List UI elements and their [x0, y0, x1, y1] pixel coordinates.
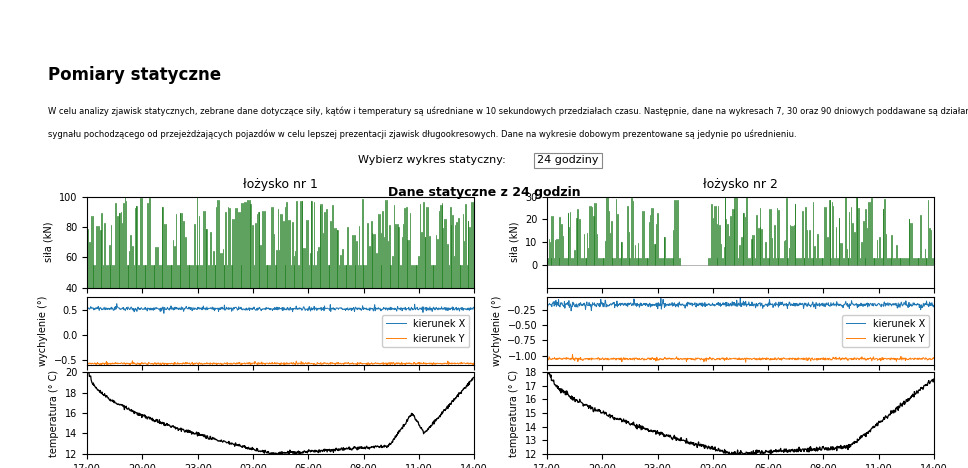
kierunek Y — [243, 360, 255, 366]
Y-axis label: siła (kN): siła (kN) — [509, 222, 519, 263]
kierunek Y — [703, 356, 714, 362]
kierunek Y — [740, 359, 751, 365]
Line: kierunek X: kierunek X — [547, 296, 934, 311]
kierunek X — [95, 305, 106, 311]
Text: W celu analizy zjawisk statycznych, zebrane dane dotyczące siły, kątów i tempera: W celu analizy zjawisk statycznych, zebr… — [48, 106, 968, 116]
kierunek Y — [855, 355, 866, 361]
Y-axis label: temperatura (° C): temperatura (° C) — [509, 369, 519, 457]
kierunek X — [395, 305, 407, 311]
kierunek X — [855, 303, 866, 308]
Text: Status systemu: Status systemu — [165, 10, 261, 23]
Title: łożysko nr 1: łożysko nr 1 — [243, 178, 318, 191]
Text: Pomiary statyczne: Pomiary statyczne — [290, 10, 406, 23]
kierunek Y — [682, 356, 694, 362]
kierunek X — [555, 300, 566, 306]
Text: sygnału pochodzącego od przejeżdżających pojazdów w celu lepszej prezentacji zja: sygnału pochodzącego od przejeżdżających… — [48, 130, 797, 139]
kierunek X — [244, 307, 256, 313]
kierunek Y — [469, 361, 480, 366]
kierunek Y — [81, 361, 93, 367]
kierunek X — [682, 301, 694, 307]
Line: kierunek Y: kierunek Y — [547, 354, 934, 362]
kierunek X — [735, 293, 746, 299]
Text: 24 godziny: 24 godziny — [537, 155, 599, 165]
kierunek X — [928, 304, 940, 310]
kierunek X — [565, 308, 577, 314]
kierunek Y — [127, 358, 138, 364]
kierunek X — [111, 301, 123, 307]
kierunek Y — [301, 361, 313, 367]
kierunek X — [223, 307, 234, 312]
Text: Dane statyczne z 24 godzin: Dane statyczne z 24 godzin — [388, 186, 580, 199]
kierunek Y — [95, 360, 106, 366]
Line: kierunek X: kierunek X — [87, 304, 474, 313]
Y-axis label: wychylenie (°): wychylenie (°) — [492, 296, 501, 366]
kierunek Y — [541, 357, 553, 363]
kierunek Y — [395, 361, 407, 367]
kierunek Y — [223, 361, 234, 366]
kierunek Y — [173, 361, 185, 366]
kierunek X — [469, 305, 480, 311]
kierunek X — [302, 307, 314, 312]
kierunek Y — [555, 356, 566, 362]
Text: O projekcie: O projekcie — [39, 10, 109, 23]
Legend: kierunek X, kierunek Y: kierunek X, kierunek Y — [382, 315, 469, 347]
kierunek X — [541, 304, 553, 309]
Y-axis label: siła (kN): siła (kN) — [44, 222, 53, 263]
kierunek Y — [633, 357, 645, 362]
kierunek X — [633, 302, 645, 307]
kierunek X — [703, 301, 714, 307]
Text: Pomiary dynamiczne: Pomiary dynamiczne — [426, 10, 557, 23]
Title: łożysko nr 2: łożysko nr 2 — [703, 178, 778, 191]
kierunek X — [158, 310, 169, 316]
Y-axis label: wychylenie (°): wychylenie (°) — [39, 296, 48, 366]
kierunek Y — [566, 351, 578, 357]
Y-axis label: temperatura (° C): temperatura (° C) — [49, 369, 59, 457]
Text: Pomiary statyczne: Pomiary statyczne — [48, 66, 222, 84]
kierunek Y — [362, 364, 374, 370]
kierunek X — [173, 305, 185, 311]
kierunek Y — [928, 355, 940, 360]
Text: Wybierz wykres statyczny:: Wybierz wykres statyczny: — [358, 155, 506, 165]
kierunek X — [762, 301, 773, 307]
Line: kierunek Y: kierunek Y — [87, 361, 474, 367]
Legend: kierunek X, kierunek Y: kierunek X, kierunek Y — [842, 315, 929, 347]
kierunek X — [81, 306, 93, 312]
kierunek Y — [762, 356, 773, 361]
